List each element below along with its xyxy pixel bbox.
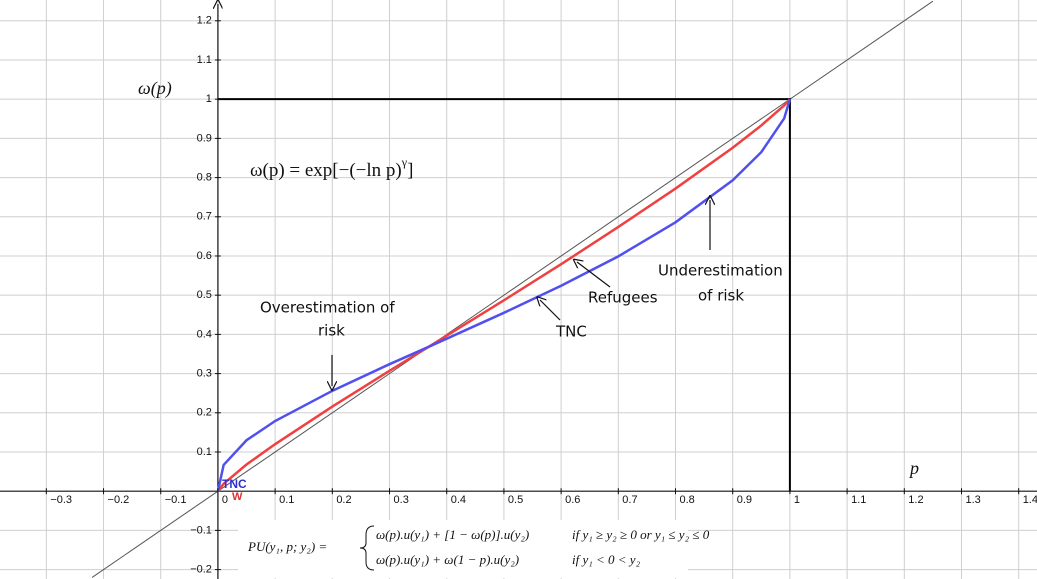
annotation: W [232, 491, 243, 503]
pu-lhs: PU(y₁, p; y₂) = [247, 539, 327, 554]
arrow [540, 300, 561, 321]
x-tick-label: 1.3 [965, 494, 980, 506]
x-tick-label: 1.1 [851, 494, 866, 506]
x-tick-label: 1 [794, 494, 800, 506]
x-tick-label: 0.8 [680, 494, 695, 506]
x-tick-label: 0 [222, 494, 228, 506]
pu-cond: if y₁ ≥ y₂ ≥ 0 or y₁ ≤ y₂ ≤ 0 [572, 527, 710, 542]
y-tick-label: 0.1 [197, 446, 212, 458]
x-tick-label: −0.2 [108, 494, 130, 506]
y-tick-label: 0.8 [197, 171, 212, 183]
y-tick-label: 1.2 [197, 15, 212, 27]
x-tick-label: 0.7 [622, 494, 637, 506]
series-line [91, 0, 934, 578]
plot [91, 0, 934, 578]
y-tick-label: 0.6 [197, 250, 212, 262]
series-line [216, 98, 792, 492]
x-tick-label: 0.6 [565, 494, 580, 506]
x-tick-label: −0.3 [50, 494, 72, 506]
annotation: of risk [698, 287, 744, 305]
series-line [216, 98, 791, 492]
arrow [577, 262, 611, 288]
x-axis-label: p [908, 458, 919, 478]
pu-cond: if y₁ < 0 < y₂ [572, 552, 641, 567]
series-label: Refugees [588, 289, 658, 307]
x-tick-label: 1.2 [908, 494, 923, 506]
x-tick-label: 0.3 [394, 494, 409, 506]
y-tick-label: 0.7 [197, 211, 212, 223]
annotation: Underestimation [658, 262, 783, 280]
formula-exp: γ [401, 155, 408, 169]
y-axis-label: ω(p) [138, 78, 172, 99]
annotation: risk [318, 322, 345, 340]
x-tick-label: 0.2 [336, 494, 351, 506]
x-tick-label: 0.1 [279, 494, 294, 506]
y-tick-label: 0.2 [197, 407, 212, 419]
formula-box [238, 520, 688, 578]
y-tick-label: −0.2 [190, 563, 212, 575]
x-tick-label: 0.5 [508, 494, 523, 506]
pu-formula: PU(y₁, p; y₂) = ω(p).u(y₁) + [1 − ω(p)].… [247, 525, 710, 571]
labels: −0.3 −0.2 −0.1 0 0.1 0.2 0.3 0.4 0.5 0.6 0.7 0.8 0.9… [45, 15, 1037, 575]
formula: ω(p) = exp[−(−ln p)γ] [250, 155, 413, 182]
y-tick-label: 1 [206, 93, 212, 105]
series-label-small: TNC [222, 477, 247, 491]
formula-base: ω(p) = exp[−(−ln p) [250, 160, 402, 181]
y-tick-label: −0.1 [190, 524, 212, 536]
annotation: Overestimation of [260, 299, 395, 317]
x-tick-label: −0.1 [165, 494, 187, 506]
brace [359, 525, 375, 571]
x-tick-label: 1.4 [1023, 494, 1037, 506]
y-tick-label: 0.9 [197, 132, 212, 144]
y-tick-label: 0.5 [197, 289, 212, 301]
arrows [332, 200, 710, 386]
y-tick-label: 1.1 [197, 54, 212, 66]
x-tick-label: 0.9 [737, 494, 752, 506]
pu-case: ω(p).u(y₁) + ω(1 − p).u(y₂) [376, 552, 519, 567]
formula-end: ] [407, 160, 413, 181]
x-tick-label: 0.4 [451, 494, 466, 506]
y-tick-label: 0.4 [197, 328, 212, 340]
series-label: TNC [555, 323, 587, 341]
y-tick-label: 0.3 [197, 367, 212, 379]
pu-case: ω(p).u(y₁) + [1 − ω(p)].u(y₂) [376, 527, 529, 542]
